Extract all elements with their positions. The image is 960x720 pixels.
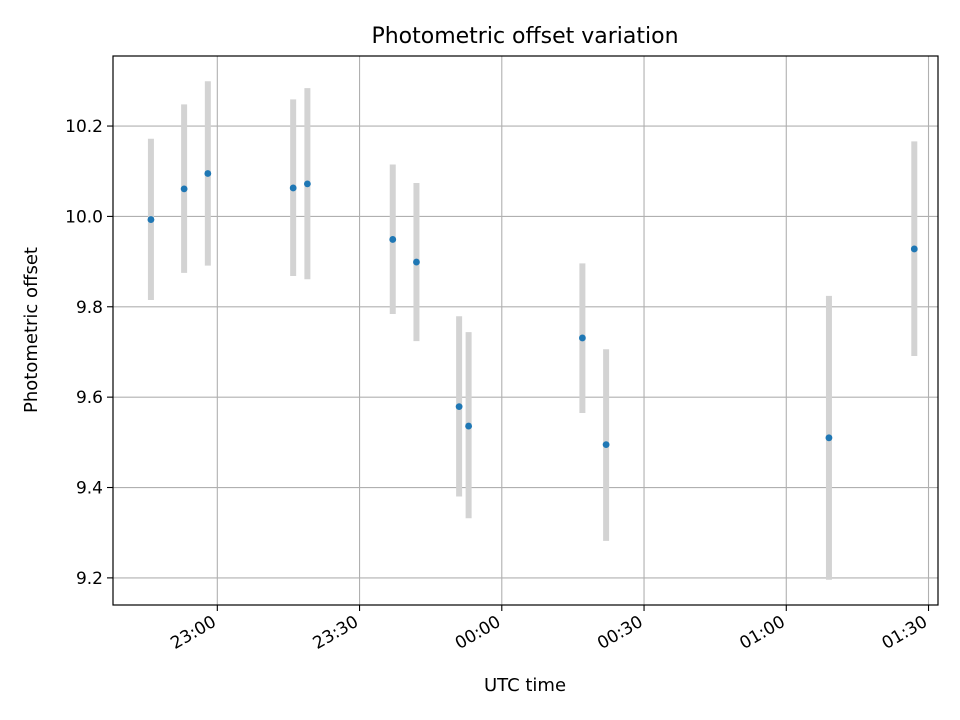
y-tick-label: 9.6 (76, 388, 103, 408)
x-tick-label: 23:30 (310, 612, 362, 654)
data-point (180, 185, 188, 193)
y-tick-label: 9.4 (76, 479, 103, 499)
x-tick-label: 00:00 (452, 612, 504, 654)
data-point (204, 170, 212, 177)
y-tick-label: 9.8 (76, 298, 103, 318)
y-tick-label: 9.2 (76, 569, 103, 589)
plot-frame (112, 55, 939, 606)
error-bars (147, 81, 918, 580)
data-point (413, 258, 420, 266)
data-point (389, 236, 397, 243)
y-axis-label: Photometric offset (21, 247, 42, 413)
data-points (147, 170, 918, 448)
data-point (465, 422, 473, 430)
y-tick-label: 10.0 (65, 207, 103, 227)
x-tick-label: 23:00 (167, 612, 219, 654)
data-point (825, 434, 833, 442)
data-point (289, 184, 297, 192)
x-axis-label: UTC time (484, 675, 566, 696)
data-point (578, 334, 586, 342)
x-tick-label: 00:30 (594, 612, 646, 654)
data-point (147, 216, 155, 223)
y-tick-label: 10.2 (65, 117, 103, 137)
y-axis-ticks: 9.2 9.4 9.6 9.8 10.0 10.2 (65, 117, 113, 589)
x-tick-label: 01:30 (879, 612, 931, 654)
x-axis-ticks: 23:00 23:30 00:00 00:30 01:00 01:30 (167, 605, 931, 654)
chart-title: Photometric offset variation (371, 24, 678, 49)
data-point (455, 403, 463, 411)
grid (113, 56, 938, 605)
data-point (303, 180, 311, 188)
data-point (602, 441, 610, 448)
x-tick-label: 01:00 (736, 612, 788, 654)
data-point (910, 245, 918, 253)
